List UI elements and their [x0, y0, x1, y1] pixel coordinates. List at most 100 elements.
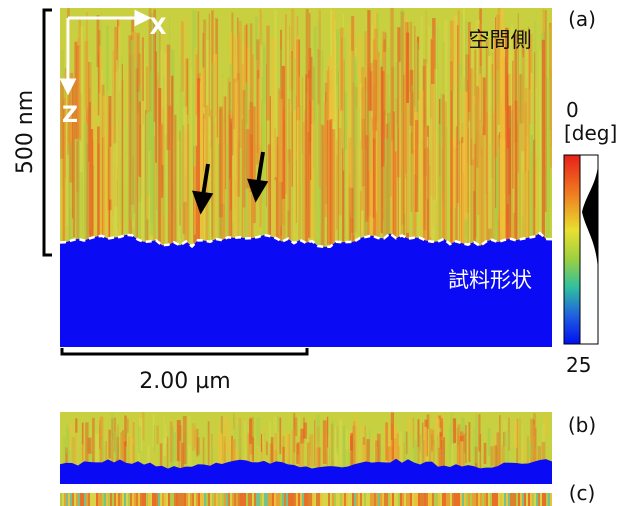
texture	[350, 432, 353, 484]
texture	[154, 51, 158, 163]
texture	[230, 493, 232, 506]
texture	[322, 493, 324, 506]
texture	[301, 76, 304, 155]
texture	[158, 493, 160, 506]
texture	[473, 24, 476, 106]
texture	[364, 493, 366, 506]
texture	[104, 493, 106, 506]
texture	[451, 433, 453, 484]
texture	[234, 493, 236, 506]
texture	[417, 49, 422, 214]
texture	[300, 441, 302, 484]
texture	[342, 425, 346, 481]
texture	[99, 45, 103, 254]
texture	[217, 422, 221, 473]
texture	[174, 493, 176, 506]
texture	[460, 13, 463, 77]
texture	[69, 72, 74, 183]
texture	[309, 434, 314, 467]
texture	[407, 129, 412, 309]
texture	[120, 432, 122, 459]
texture	[530, 493, 532, 506]
texture	[336, 493, 338, 506]
texture	[124, 441, 127, 469]
texture	[348, 26, 352, 188]
texture	[518, 493, 520, 506]
texture	[428, 25, 431, 166]
texture	[423, 58, 427, 176]
texture	[196, 493, 198, 506]
texture	[246, 493, 248, 506]
texture	[328, 447, 331, 484]
texture	[507, 74, 512, 265]
texture	[252, 438, 254, 462]
texture	[234, 56, 238, 285]
texture	[437, 415, 442, 428]
texture	[282, 493, 284, 506]
texture	[300, 493, 302, 506]
texture	[146, 111, 151, 196]
texture	[522, 493, 524, 506]
texture	[330, 119, 333, 246]
texture	[535, 77, 538, 250]
texture	[511, 102, 515, 311]
texture	[81, 444, 85, 473]
texture	[336, 429, 339, 455]
texture	[197, 78, 201, 263]
texture	[110, 126, 114, 256]
texture	[457, 445, 460, 484]
texture	[250, 493, 252, 506]
texture	[316, 493, 318, 506]
texture	[467, 80, 469, 164]
texture	[468, 37, 471, 121]
texture	[297, 106, 300, 184]
texture	[359, 424, 364, 472]
scale-bar-x	[60, 348, 309, 356]
texture	[472, 428, 476, 477]
texture	[402, 74, 406, 312]
texture	[378, 493, 380, 506]
texture	[343, 92, 347, 150]
texture	[474, 446, 478, 484]
texture	[234, 82, 239, 183]
texture	[335, 427, 339, 484]
texture	[454, 493, 456, 506]
texture	[481, 23, 483, 134]
texture	[103, 445, 105, 475]
texture	[267, 144, 271, 324]
texture	[227, 77, 231, 302]
texture	[130, 438, 134, 470]
texture	[486, 493, 488, 506]
texture	[346, 124, 349, 237]
texture	[520, 493, 522, 506]
texture	[211, 10, 214, 237]
texture	[129, 433, 133, 484]
texture	[298, 493, 300, 506]
texture	[394, 62, 398, 153]
texture	[416, 493, 418, 506]
texture	[260, 493, 262, 506]
texture	[102, 95, 107, 325]
texture	[132, 424, 135, 443]
texture	[79, 19, 81, 140]
texture	[136, 493, 138, 506]
texture	[491, 52, 494, 278]
texture	[461, 142, 466, 334]
texture	[488, 493, 490, 506]
texture	[142, 493, 144, 506]
texture	[84, 41, 89, 145]
texture	[280, 493, 282, 506]
texture	[159, 443, 163, 484]
texture	[134, 493, 136, 506]
texture	[336, 427, 338, 449]
texture	[85, 422, 89, 474]
texture	[222, 493, 224, 506]
texture	[322, 420, 327, 464]
texture	[204, 493, 206, 506]
texture	[68, 493, 70, 506]
texture	[418, 493, 420, 506]
texture	[242, 493, 244, 506]
texture	[292, 493, 294, 506]
texture	[508, 417, 510, 452]
texture	[436, 413, 438, 429]
